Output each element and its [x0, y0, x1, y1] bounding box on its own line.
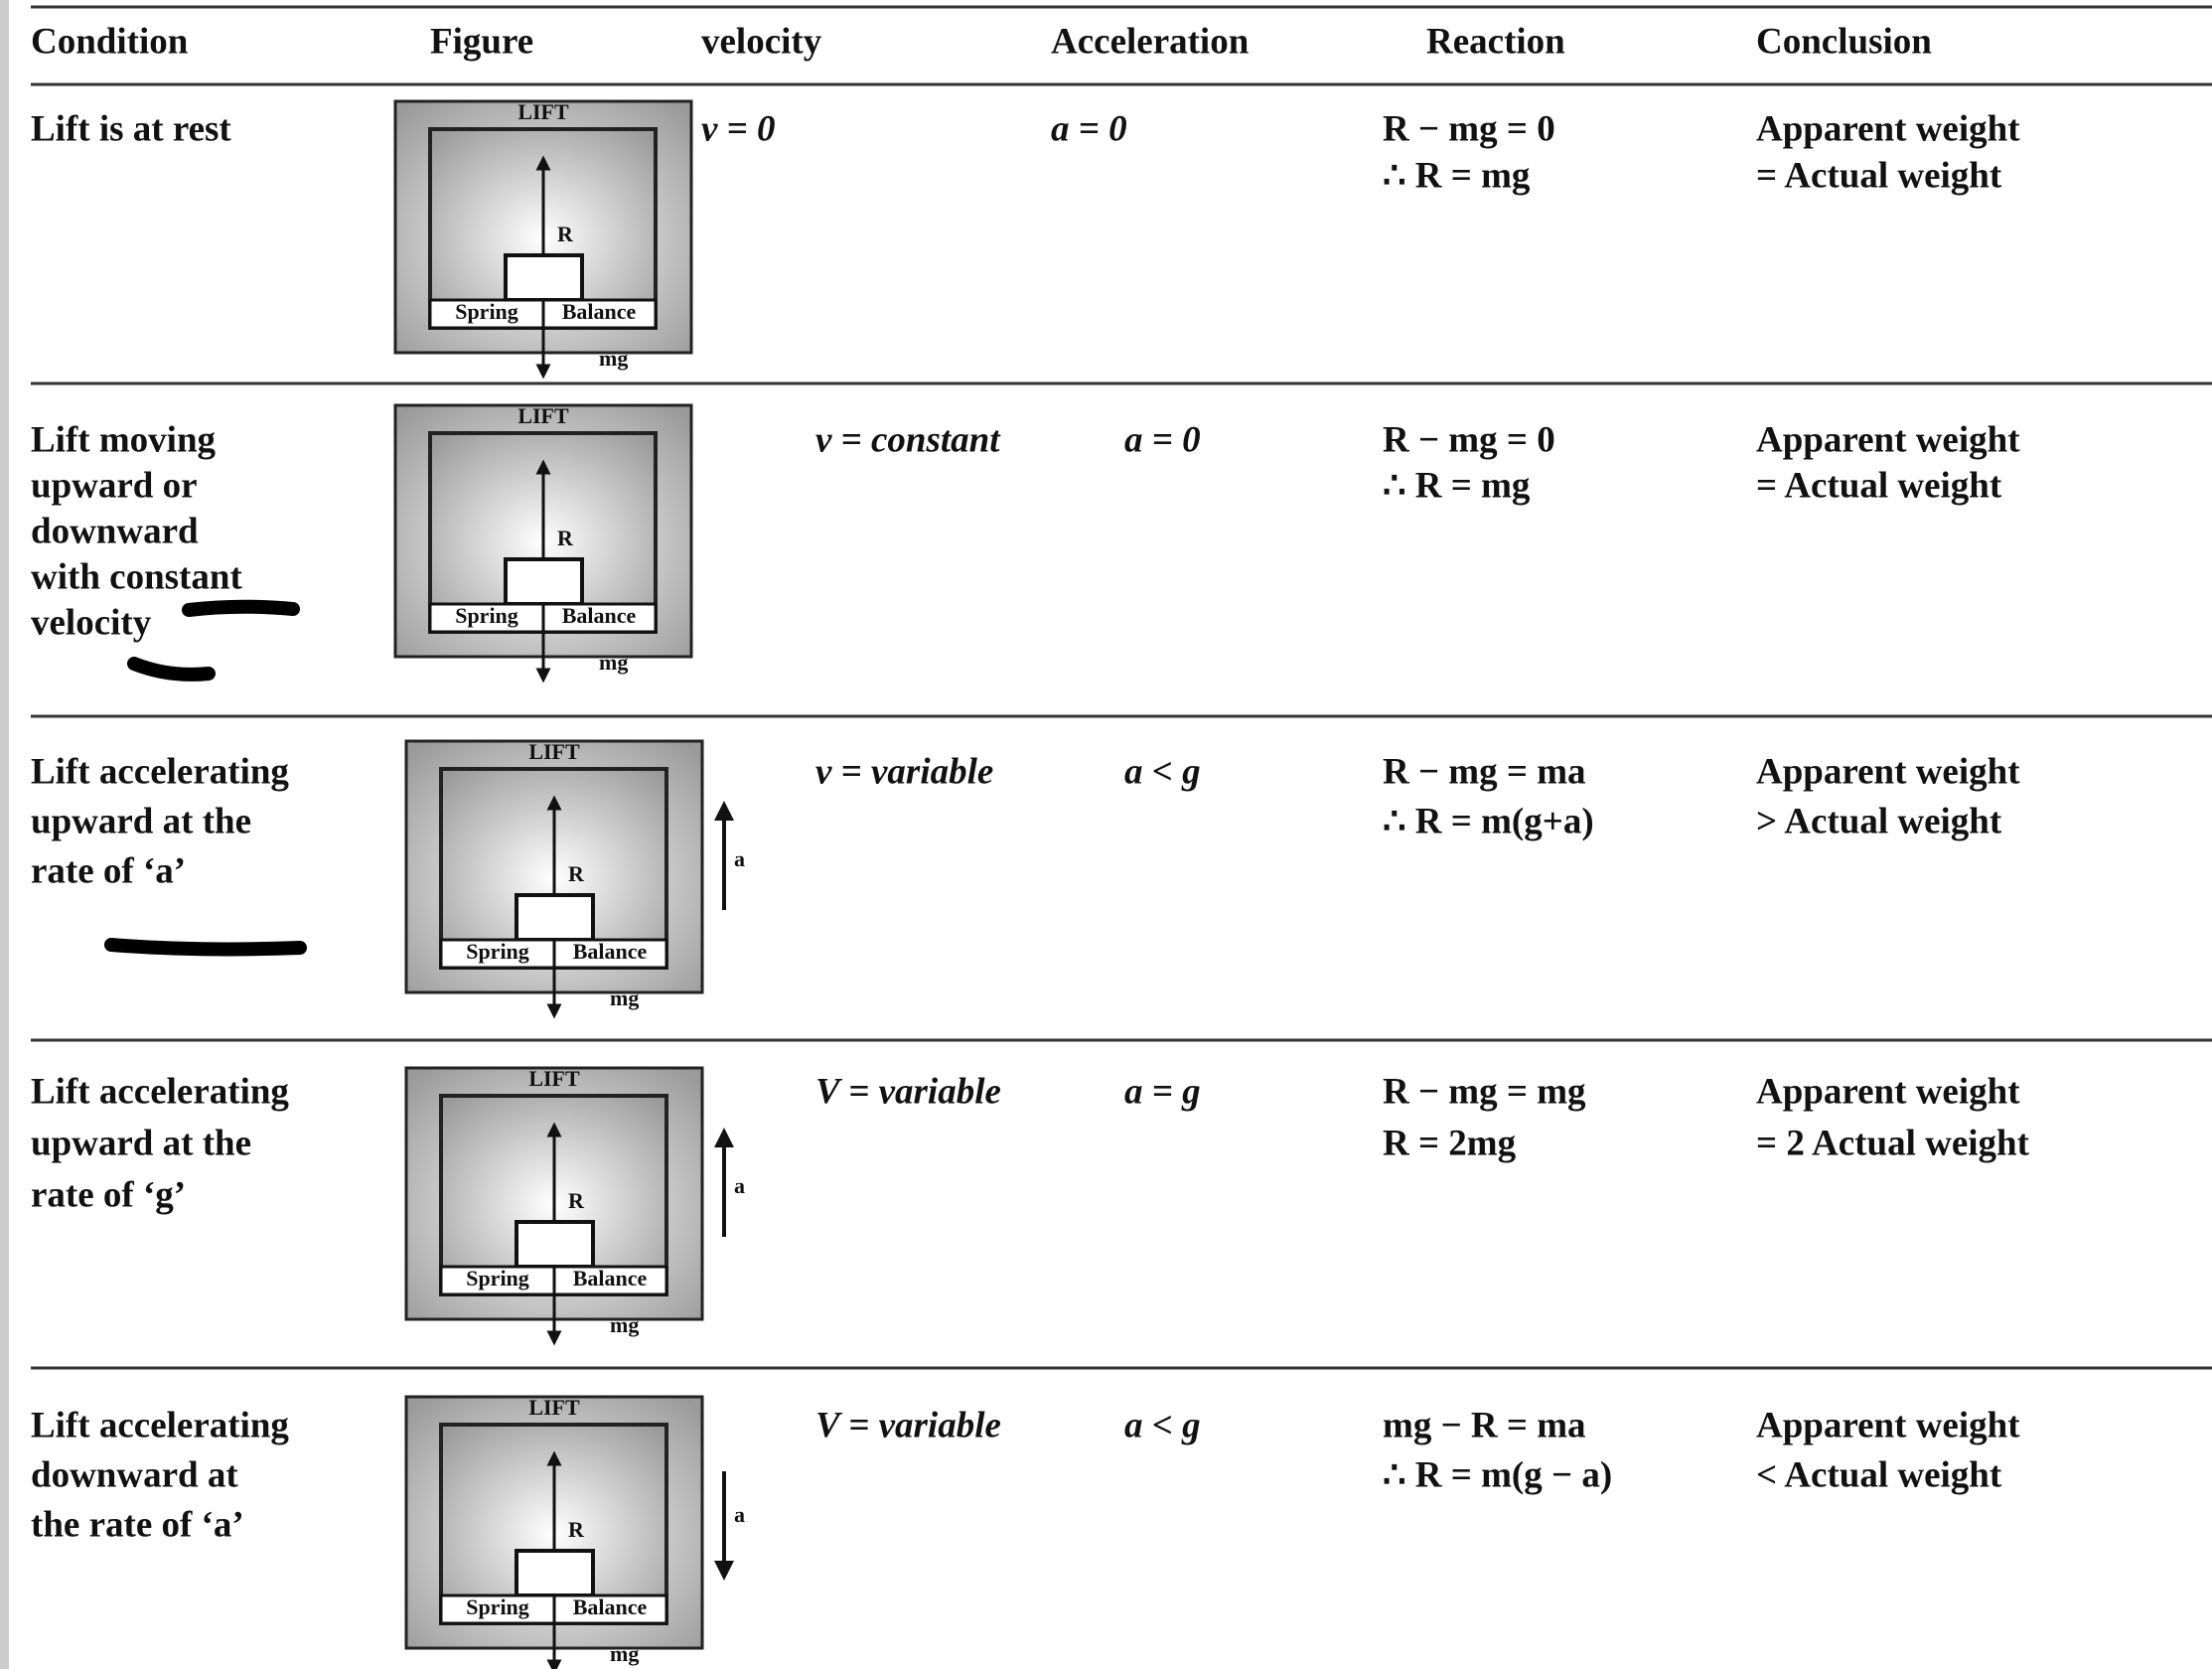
condition: Lift moving [31, 420, 217, 461]
condition: the rate of ‘a’ [31, 1505, 244, 1546]
velocity: v = constant [815, 420, 1001, 461]
spring-label: Spring [466, 1266, 529, 1290]
lift-figure: LIFT Spring Balance Rmg a [404, 739, 745, 1019]
conclusion: = Actual weight [1756, 466, 2002, 507]
column-header: velocity [701, 22, 822, 63]
balance-label: Balance [562, 299, 637, 324]
condition: velocity [31, 603, 152, 644]
conclusion: Apparent weight [1756, 1406, 2020, 1446]
weight-label: mg [599, 650, 628, 675]
reaction: ∴ R = m(g+a) [1383, 802, 1594, 842]
lift-label: LIFT [517, 403, 569, 428]
column-header: Condition [31, 22, 189, 63]
lift-label: LIFT [528, 1395, 580, 1420]
velocity: v = 0 [701, 109, 776, 150]
mass-block [515, 893, 595, 942]
reaction: R = 2mg [1383, 1124, 1517, 1164]
reaction-label: R [557, 222, 574, 246]
accel-label: a [734, 1502, 745, 1527]
acceleration: a = g [1124, 1072, 1201, 1113]
weight-label: mg [610, 986, 639, 1010]
condition: upward at the [31, 1124, 251, 1164]
conclusion: < Actual weight [1756, 1455, 2002, 1496]
condition: Lift accelerating [31, 1072, 289, 1113]
reaction: ∴ R = m(g − a) [1383, 1455, 1612, 1496]
condition: Lift is at rest [31, 109, 231, 150]
column-header: Reaction [1426, 22, 1565, 63]
balance-label: Balance [573, 1266, 648, 1290]
reaction-label: R [557, 526, 574, 550]
accel-label: a [734, 1173, 745, 1198]
page-edge [0, 0, 9, 1669]
scribbles [104, 599, 307, 957]
condition: rate of ‘g’ [31, 1175, 186, 1216]
spring-label: Spring [466, 939, 529, 964]
acceleration: a < g [1124, 752, 1201, 793]
weight-label: mg [610, 1641, 639, 1666]
lift-label: LIFT [528, 1066, 580, 1091]
lift-label: LIFT [517, 99, 569, 124]
scribble [104, 938, 307, 957]
condition: upward at the [31, 802, 251, 842]
conclusion: Apparent weight [1756, 109, 2020, 150]
conclusion: = Actual weight [1756, 156, 2002, 197]
condition: downward at [31, 1455, 238, 1496]
acceleration: a = 0 [1124, 420, 1201, 461]
reaction-label: R [568, 861, 585, 886]
velocity: V = variable [815, 1406, 1001, 1446]
condition: with constant [31, 557, 242, 598]
velocity: V = variable [815, 1072, 1001, 1113]
reaction: mg − R = ma [1383, 1406, 1586, 1446]
acceleration: a = 0 [1051, 109, 1127, 150]
reaction: R − mg = 0 [1383, 420, 1555, 461]
weight-label: mg [599, 346, 628, 371]
condition: rate of ‘a’ [31, 851, 186, 892]
scribble [182, 599, 300, 617]
scribble [127, 657, 216, 682]
mass-block [515, 1549, 595, 1597]
spring-label: Spring [455, 603, 518, 628]
column-header: Acceleration [1051, 22, 1250, 63]
reaction-label: R [568, 1517, 585, 1542]
condition: Lift accelerating [31, 752, 289, 793]
conclusion: Apparent weight [1756, 420, 2020, 461]
lift-figure: LIFT Spring Balance Rmg a [404, 1395, 745, 1669]
mass-block [504, 253, 584, 302]
condition: downward [31, 512, 199, 552]
conclusion: Apparent weight [1756, 752, 2020, 793]
reaction: ∴ R = mg [1383, 466, 1531, 507]
conclusion: > Actual weight [1756, 802, 2002, 842]
reaction: ∴ R = mg [1383, 156, 1531, 197]
velocity: v = variable [815, 752, 993, 793]
reaction: R − mg = mg [1383, 1072, 1586, 1113]
acceleration: a < g [1124, 1406, 1201, 1446]
lift-figure: LIFT Spring Balance Rmg [393, 403, 693, 683]
column-header: Conclusion [1756, 22, 1932, 63]
reaction: R − mg = 0 [1383, 109, 1555, 150]
column-header: Figure [430, 22, 533, 63]
balance-label: Balance [562, 603, 637, 628]
condition: Lift accelerating [31, 1406, 289, 1446]
conclusion: = 2 Actual weight [1756, 1124, 2030, 1164]
conclusion: Apparent weight [1756, 1072, 2020, 1113]
lift-label: LIFT [528, 739, 580, 764]
reaction-label: R [568, 1188, 585, 1213]
mass-block [515, 1220, 595, 1269]
accel-label: a [734, 846, 745, 871]
weight-label: mg [610, 1312, 639, 1337]
balance-label: Balance [573, 939, 648, 964]
spring-label: Spring [466, 1594, 529, 1619]
spring-label: Spring [455, 299, 518, 324]
lift-figure: LIFT Spring Balance Rmg [393, 99, 693, 379]
reaction: R − mg = ma [1383, 752, 1586, 793]
balance-label: Balance [573, 1594, 648, 1619]
condition: upward or [31, 466, 198, 507]
lift-figure: LIFT Spring Balance Rmg a [404, 1066, 745, 1346]
mass-block [504, 557, 584, 606]
